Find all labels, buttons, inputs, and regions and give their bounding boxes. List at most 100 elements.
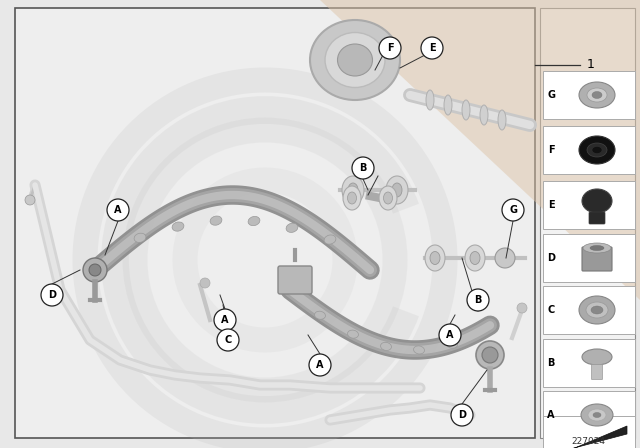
- Text: E: E: [548, 200, 554, 210]
- Ellipse shape: [579, 82, 615, 108]
- Ellipse shape: [593, 413, 601, 418]
- Ellipse shape: [425, 245, 445, 271]
- Ellipse shape: [592, 146, 602, 154]
- Bar: [543, 234, 635, 282]
- Text: B: B: [359, 163, 367, 173]
- Bar: [540, 8, 635, 438]
- Circle shape: [83, 258, 107, 282]
- Text: F: F: [387, 43, 394, 53]
- Circle shape: [89, 264, 101, 276]
- Ellipse shape: [590, 246, 604, 250]
- Text: D: D: [547, 253, 555, 263]
- Ellipse shape: [582, 349, 612, 365]
- Ellipse shape: [587, 143, 607, 157]
- Ellipse shape: [248, 216, 260, 226]
- Circle shape: [467, 289, 489, 311]
- Text: G: G: [547, 90, 555, 100]
- Text: A: A: [446, 330, 454, 340]
- Ellipse shape: [498, 110, 506, 130]
- Text: A: A: [316, 360, 324, 370]
- Text: A: A: [115, 205, 122, 215]
- Circle shape: [517, 303, 527, 313]
- Ellipse shape: [430, 251, 440, 264]
- Circle shape: [107, 199, 129, 221]
- Bar: [543, 71, 635, 119]
- Ellipse shape: [579, 296, 615, 324]
- Ellipse shape: [587, 88, 607, 102]
- Circle shape: [200, 278, 210, 288]
- Circle shape: [502, 199, 524, 221]
- Ellipse shape: [314, 311, 326, 319]
- Ellipse shape: [444, 95, 452, 115]
- FancyBboxPatch shape: [591, 365, 602, 379]
- Ellipse shape: [348, 192, 356, 204]
- Ellipse shape: [134, 233, 146, 242]
- Polygon shape: [551, 426, 627, 448]
- Bar: [543, 416, 635, 448]
- Ellipse shape: [591, 306, 603, 314]
- Ellipse shape: [465, 245, 485, 271]
- Ellipse shape: [462, 100, 470, 120]
- Text: C: C: [547, 305, 555, 315]
- Ellipse shape: [383, 192, 392, 204]
- Ellipse shape: [325, 33, 385, 87]
- Bar: [543, 126, 635, 174]
- Ellipse shape: [343, 186, 361, 210]
- Circle shape: [495, 248, 515, 268]
- Text: B: B: [474, 295, 482, 305]
- Ellipse shape: [381, 342, 392, 350]
- Ellipse shape: [379, 186, 397, 210]
- Text: C: C: [225, 335, 232, 345]
- Ellipse shape: [583, 243, 611, 253]
- Ellipse shape: [386, 176, 408, 204]
- Ellipse shape: [348, 183, 358, 197]
- Ellipse shape: [581, 404, 613, 426]
- Ellipse shape: [392, 183, 402, 197]
- FancyBboxPatch shape: [278, 266, 312, 294]
- Circle shape: [476, 341, 504, 369]
- Circle shape: [482, 347, 498, 363]
- Ellipse shape: [286, 223, 298, 233]
- Ellipse shape: [447, 340, 458, 348]
- Circle shape: [217, 329, 239, 351]
- Polygon shape: [320, 0, 640, 300]
- Text: E: E: [429, 43, 435, 53]
- Ellipse shape: [310, 20, 400, 100]
- Circle shape: [214, 309, 236, 331]
- Text: A: A: [547, 410, 555, 420]
- Ellipse shape: [582, 189, 612, 213]
- Ellipse shape: [592, 91, 602, 99]
- Circle shape: [41, 284, 63, 306]
- Text: 227024: 227024: [571, 438, 605, 447]
- Circle shape: [309, 354, 331, 376]
- Ellipse shape: [480, 105, 488, 125]
- Bar: [543, 286, 635, 334]
- Bar: [543, 181, 635, 229]
- Text: D: D: [48, 290, 56, 300]
- FancyBboxPatch shape: [582, 247, 612, 271]
- Text: 1: 1: [587, 59, 595, 72]
- Ellipse shape: [324, 235, 336, 244]
- Bar: [15, 8, 535, 438]
- Circle shape: [439, 324, 461, 346]
- Ellipse shape: [588, 409, 606, 421]
- Ellipse shape: [342, 176, 364, 204]
- Bar: [543, 339, 635, 387]
- FancyBboxPatch shape: [589, 212, 605, 224]
- Circle shape: [352, 157, 374, 179]
- Text: A: A: [221, 315, 228, 325]
- Text: D: D: [458, 410, 466, 420]
- Text: F: F: [548, 145, 554, 155]
- Ellipse shape: [172, 222, 184, 231]
- Circle shape: [421, 37, 443, 59]
- Ellipse shape: [579, 136, 615, 164]
- Circle shape: [451, 404, 473, 426]
- Ellipse shape: [470, 251, 480, 264]
- Text: B: B: [547, 358, 555, 368]
- Ellipse shape: [337, 44, 372, 76]
- Ellipse shape: [348, 330, 358, 338]
- Bar: [543, 391, 635, 439]
- Ellipse shape: [586, 302, 608, 318]
- Circle shape: [379, 37, 401, 59]
- Ellipse shape: [413, 346, 424, 354]
